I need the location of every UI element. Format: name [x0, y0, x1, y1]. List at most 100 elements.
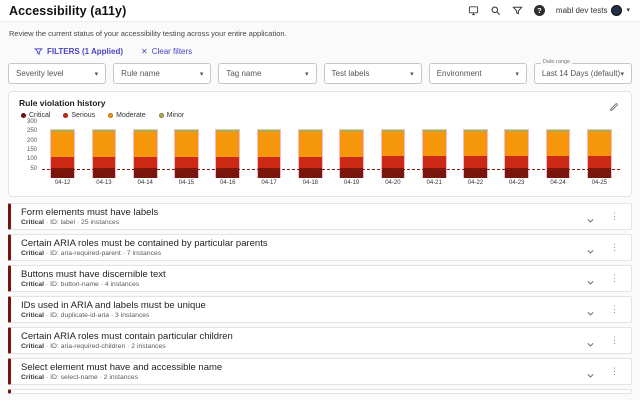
legend-moderate[interactable]: Moderate — [108, 112, 146, 119]
violation-title: Certain ARIA roles must be contained by … — [21, 237, 268, 249]
segment-minor — [505, 130, 529, 132]
legend-critical[interactable]: Critical — [21, 112, 50, 119]
page-description: Review the current status of your access… — [9, 29, 287, 38]
bar-04-15[interactable] — [166, 122, 207, 178]
segment-moderate — [51, 131, 75, 157]
x-tick-label: 04-22 — [467, 180, 484, 186]
kebab-menu-icon[interactable]: ⋮ — [610, 273, 619, 283]
severity-level-select[interactable]: Severity level ▾ — [8, 63, 107, 84]
legend-minor[interactable]: Minor — [158, 112, 184, 119]
x-axis: 04-12 04-13 04-14 04-15 04-16 04-17 04-18 04-19… — [42, 180, 620, 186]
x-tick-label: 04-14 — [137, 180, 153, 186]
bar-04-25[interactable] — [579, 122, 620, 178]
chevron-down-icon[interactable] — [586, 212, 595, 223]
violation-row[interactable]: Certain ARIA roles must contain particul… — [8, 327, 632, 354]
filter-icon[interactable] — [512, 5, 523, 16]
violation-meta: Critical · ID: aria-required-children · … — [21, 343, 166, 351]
chevron-down-icon[interactable] — [586, 305, 595, 316]
clear-filters-button[interactable]: ✕ Clear filters — [141, 47, 193, 56]
segment-critical — [92, 167, 116, 178]
minor-dot-icon — [158, 113, 164, 118]
chevron-down-icon: ▾ — [620, 70, 625, 78]
violation-meta: Critical · ID: label · 25 instances — [21, 219, 120, 227]
segment-serious — [422, 155, 446, 168]
segment-moderate — [546, 131, 570, 156]
segment-minor — [216, 130, 240, 132]
x-tick-label: 04-17 — [261, 180, 277, 186]
segment-minor — [175, 130, 198, 132]
environment-select[interactable]: Environment ▾ — [428, 63, 527, 84]
rule-name-select[interactable]: Rule name ▾ — [113, 63, 212, 84]
help-icon[interactable]: ? — [533, 5, 545, 16]
kebab-menu-icon[interactable]: ⋮ — [610, 242, 619, 252]
bar-04-24[interactable] — [537, 122, 578, 178]
filters-applied-button[interactable]: FILTERS (1 Applied) — [34, 47, 123, 56]
tag-name-select[interactable]: Tag name ▾ — [218, 63, 317, 84]
bar-04-20[interactable] — [372, 122, 413, 178]
bar-04-23[interactable] — [496, 122, 537, 178]
x-tick-label: 04-25 — [591, 180, 607, 186]
chevron-down-icon[interactable] — [586, 336, 595, 347]
avatar — [611, 5, 623, 16]
segment-minor — [133, 130, 157, 132]
legend-serious[interactable]: Serious — [63, 112, 95, 119]
segment-critical — [422, 167, 446, 178]
bar-04-18[interactable] — [290, 122, 331, 178]
violation-row-partial[interactable] — [8, 389, 632, 394]
violation-row[interactable]: Select element must have and accessible … — [8, 358, 632, 385]
y-tick-label: 200 — [26, 137, 37, 144]
segment-serious — [175, 156, 198, 168]
segment-serious — [51, 156, 75, 168]
chart-area: 50 100 150 200 250 300 04-12 04-13 04-14 04-15 04… — [19, 119, 621, 188]
critical-dot-icon — [21, 113, 26, 118]
bar-04-16[interactable] — [207, 122, 248, 178]
bar-04-13[interactable] — [83, 122, 124, 178]
segment-serious — [257, 156, 281, 168]
workspace-menu[interactable]: mabl dev tests ▾ — [556, 5, 630, 16]
chevron-down-icon[interactable] — [586, 274, 595, 285]
segment-moderate — [587, 131, 611, 156]
x-tick-label: 04-18 — [302, 180, 318, 186]
top-bar: Accessibility (a11y) ? mabl dev tests ▾ — [0, 0, 640, 22]
bar-04-12[interactable] — [42, 122, 83, 178]
chevron-down-icon: ▾ — [305, 70, 309, 78]
bar-04-22[interactable] — [455, 122, 496, 178]
segment-critical — [340, 167, 363, 178]
bar-04-19[interactable] — [331, 122, 372, 178]
segment-moderate — [340, 131, 363, 157]
violation-row[interactable]: Certain ARIA roles must be contained by … — [8, 234, 632, 261]
kebab-menu-icon[interactable]: ⋮ — [610, 304, 619, 314]
chevron-down-icon[interactable] — [586, 243, 595, 254]
segment-serious — [298, 156, 322, 168]
kebab-menu-icon[interactable]: ⋮ — [610, 211, 619, 221]
violation-row[interactable]: Buttons must have discernible text Criti… — [8, 265, 632, 292]
test-labels-select[interactable]: Test labels ▾ — [323, 63, 422, 84]
filters-bar: FILTERS (1 Applied) ✕ Clear filters — [34, 47, 640, 56]
date-range-select[interactable]: Date range Last 14 Days (default) ▾ — [533, 59, 633, 84]
segment-minor — [546, 130, 570, 132]
chevron-down-icon[interactable] — [586, 367, 595, 378]
segment-critical — [587, 167, 611, 178]
bar-04-21[interactable] — [414, 122, 455, 178]
segment-critical — [216, 167, 240, 178]
y-tick-label: 50 — [30, 165, 37, 172]
kebab-menu-icon[interactable]: ⋮ — [610, 335, 619, 345]
x-tick-label: 04-20 — [385, 180, 401, 186]
segment-serious — [216, 156, 240, 168]
edit-icon[interactable] — [609, 99, 619, 111]
segment-serious — [505, 155, 529, 168]
segment-moderate — [133, 131, 157, 157]
monitor-icon[interactable] — [468, 5, 479, 16]
violation-row[interactable]: IDs used in ARIA and labels must be uniq… — [8, 296, 632, 323]
segment-serious — [464, 155, 487, 168]
bar-04-17[interactable] — [248, 122, 289, 178]
x-tick-label: 04-23 — [509, 180, 525, 186]
kebab-menu-icon[interactable]: ⋮ — [610, 366, 619, 376]
violations-list: Form elements must have labels Critical … — [8, 203, 632, 394]
segment-minor — [464, 130, 487, 132]
bar-04-14[interactable] — [125, 122, 166, 178]
serious-dot-icon — [63, 113, 69, 118]
violation-row[interactable]: Form elements must have labels Critical … — [8, 203, 632, 230]
search-icon[interactable] — [490, 5, 501, 16]
segment-serious — [546, 155, 570, 168]
